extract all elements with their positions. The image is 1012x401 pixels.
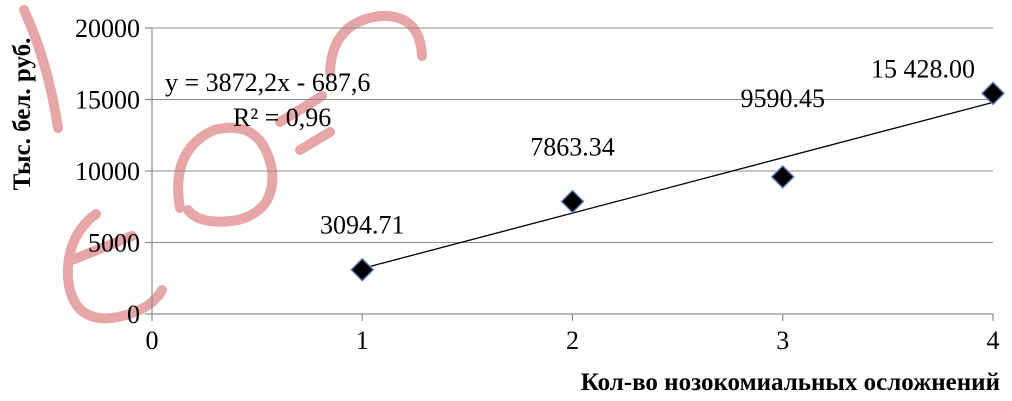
x-tick-label: 0 [146,326,159,355]
watermark-stroke [173,122,278,227]
data-point [981,81,1005,106]
trendline-line [362,101,994,270]
y-tick-label: 5000 [88,229,140,258]
watermark-stroke [325,10,427,77]
data-label: 3094.71 [320,211,405,240]
data-point [770,164,795,189]
data-label: 15 428.00 [871,54,975,83]
y-tick-label: 10000 [75,157,140,186]
data-points [350,81,1005,282]
data-labels: 3094.71 7863.34 9590.45 15 428.00 [320,54,975,239]
x-tick-label: 3 [776,326,789,355]
data-label: 7863.34 [530,133,615,162]
trendline-equation: y = 3872,2x - 687,6 [165,68,370,97]
watermark-stroke [62,209,167,324]
axes [151,28,994,321]
y-tick-label: 15000 [75,86,140,115]
grid [145,27,993,315]
trendline-r-squared: R² = 0,96 [233,103,331,132]
y-tick-label: 20000 [75,14,140,43]
trendline [362,101,994,270]
x-tick-label: 4 [987,326,1000,355]
x-axis-title: Кол-во нозокомиальных осложнений [581,369,1000,396]
data-point [560,189,585,214]
y-tick-label: 0 [127,300,140,329]
data-point [350,257,375,282]
y-axis-title: Тыс. бел. руб. [9,38,36,191]
watermark [19,5,427,324]
tick-labels: 0 5000 10000 15000 20000 0 1 2 3 4 [75,14,1000,355]
x-tick-label: 1 [356,326,369,355]
watermark-stroke [275,91,335,155]
watermark-stroke [19,5,63,133]
x-tick-label: 2 [566,326,579,355]
data-label: 9590.45 [741,84,826,113]
